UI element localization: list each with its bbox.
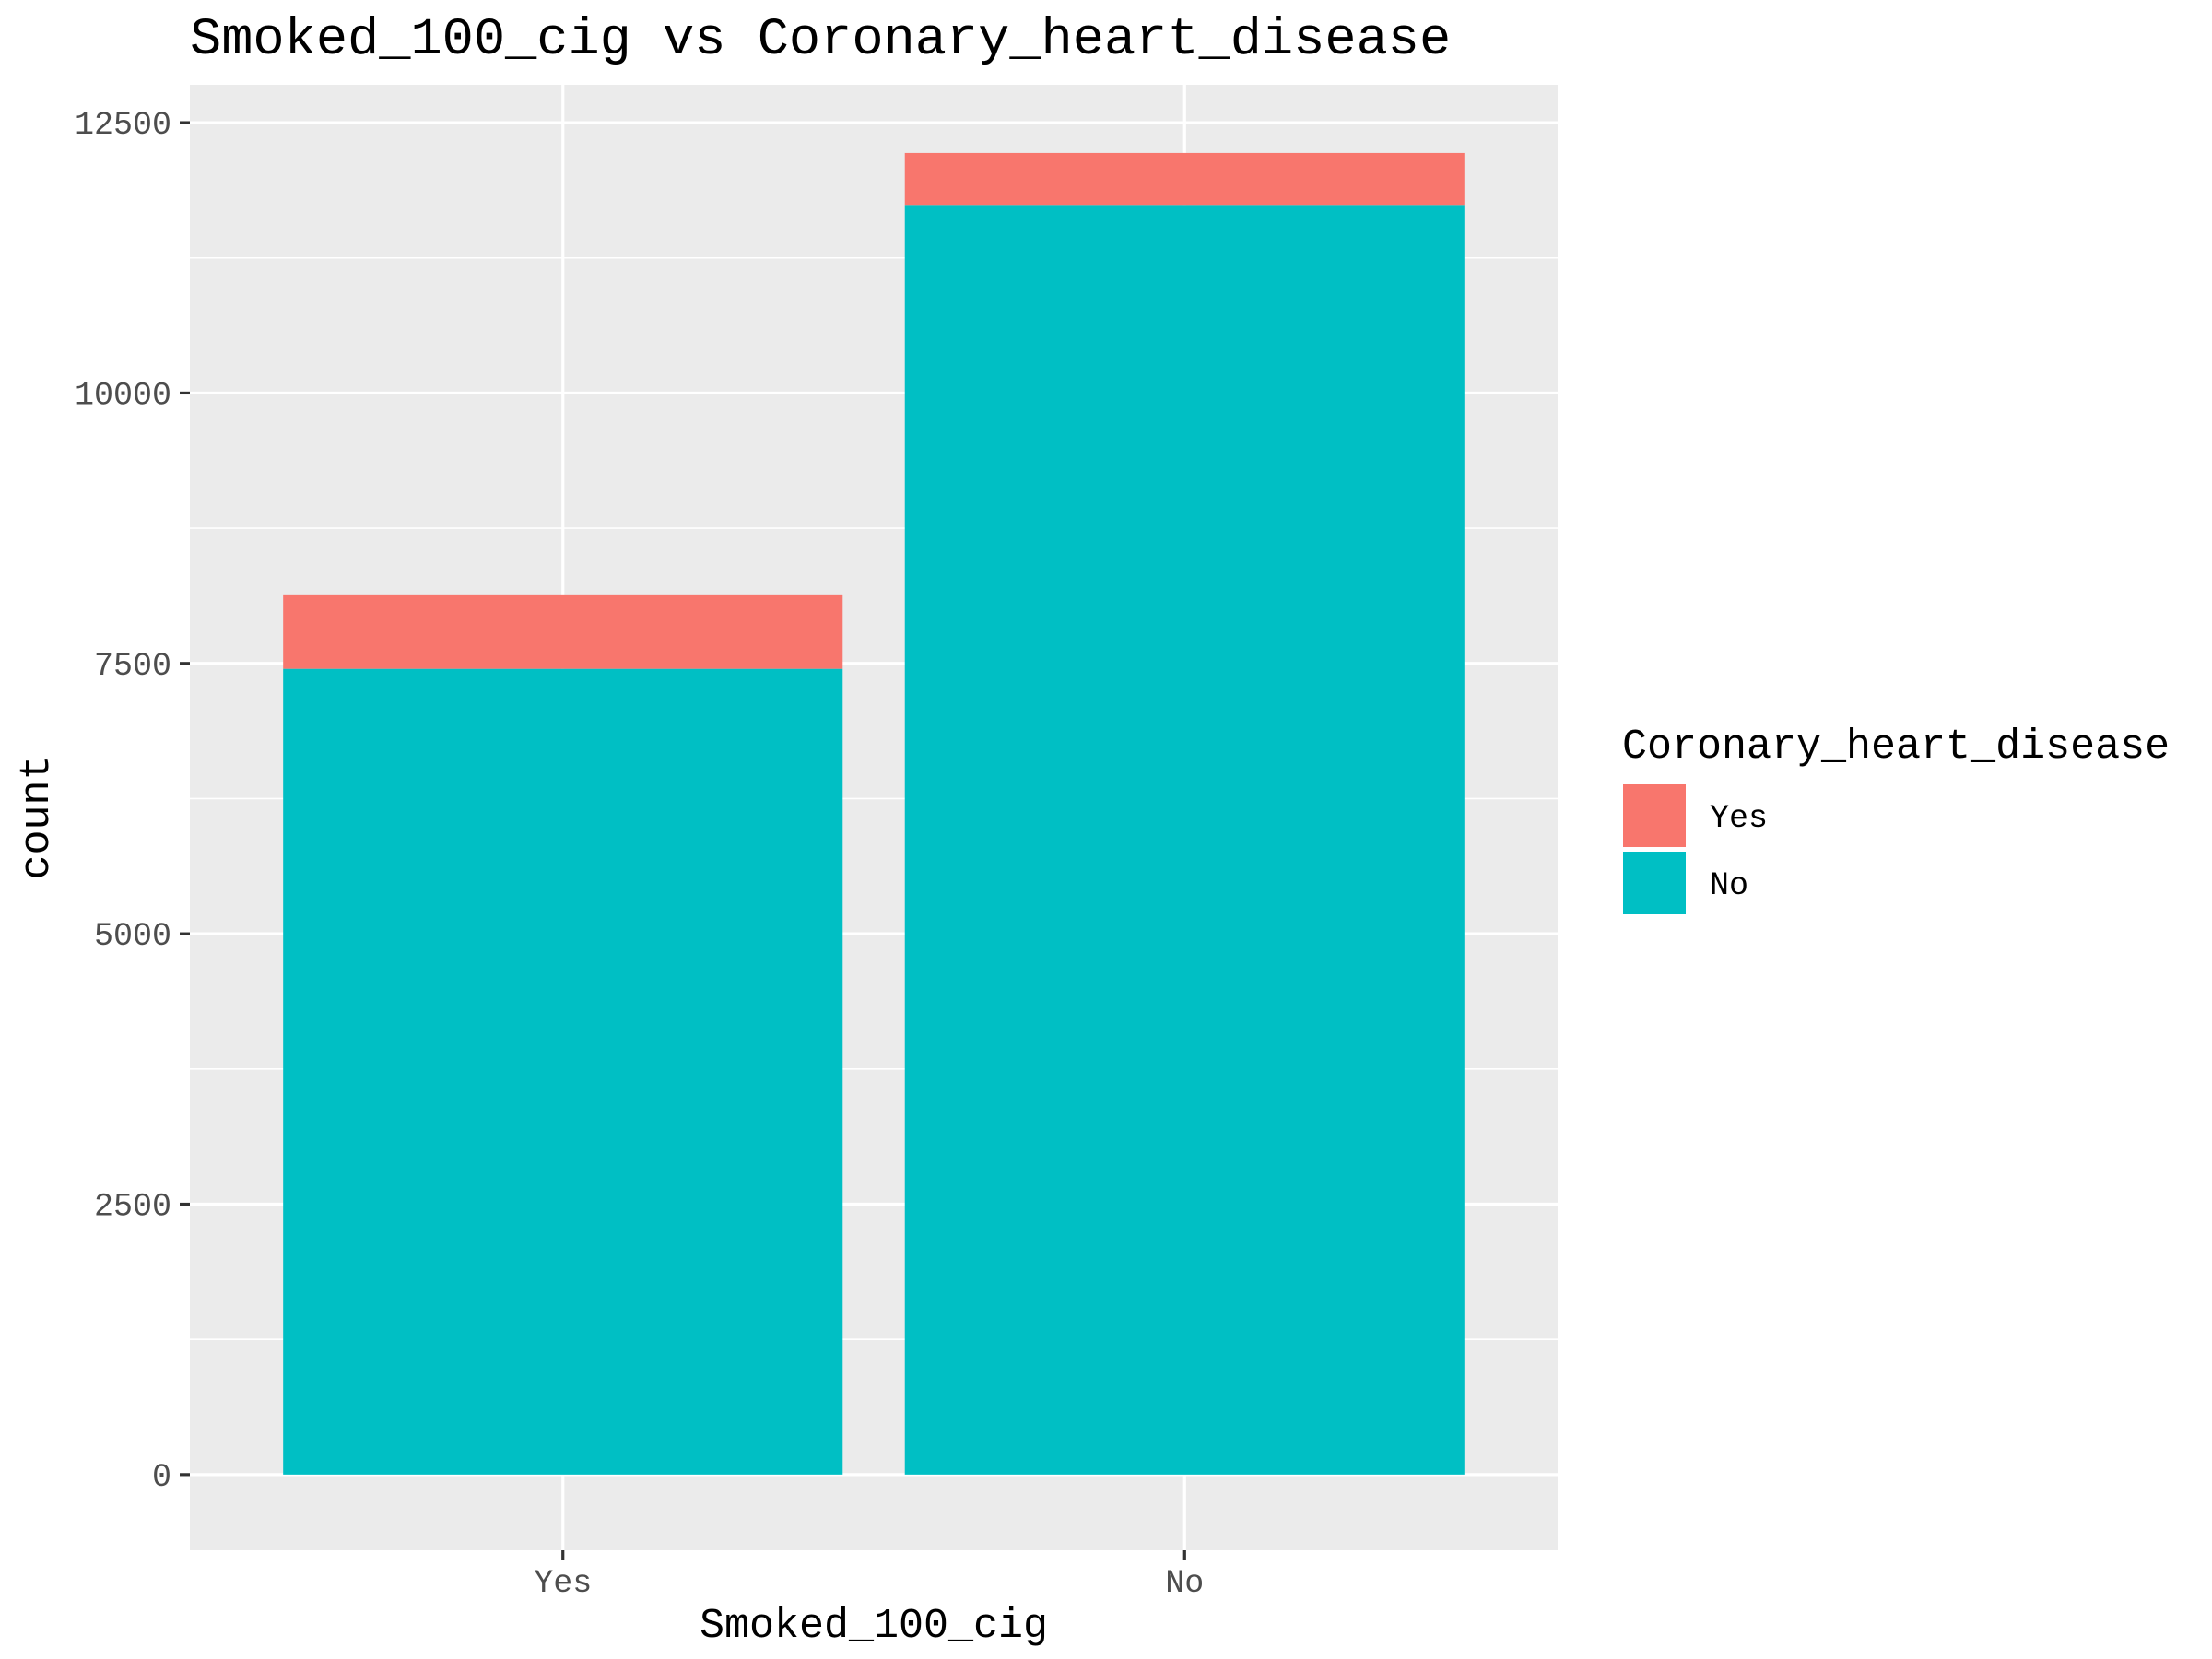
chart-title: Smoked_100_cig vs Coronary_heart_disease — [190, 11, 1451, 70]
y-tick-label: 10000 — [75, 377, 171, 414]
x-tick-label: No — [1165, 1565, 1204, 1602]
bar-no-yes — [904, 152, 1465, 206]
bar-no-no — [904, 205, 1465, 1475]
y-tick-label: 0 — [152, 1459, 171, 1496]
legend-key-yes — [1621, 782, 1688, 849]
y-tick-label: 7500 — [94, 648, 171, 685]
bars — [283, 152, 1465, 1475]
legend-label-yes: Yes — [1710, 800, 1768, 837]
y-tick-label: 2500 — [94, 1189, 171, 1226]
legend-items: Yes No — [1621, 782, 1768, 916]
y-tick-label: 5000 — [94, 918, 171, 955]
legend-title: Coronary_heart_disease — [1622, 724, 2170, 771]
x-axis-title: Smoked_100_cig — [700, 1603, 1048, 1650]
legend-label-no: No — [1710, 867, 1748, 904]
legend-key-no — [1621, 850, 1688, 916]
x-axis: Yes No — [534, 1550, 1204, 1602]
x-tick-label: Yes — [534, 1565, 592, 1602]
y-axis: 0 2500 5000 7500 10000 12500 — [75, 107, 190, 1496]
y-tick-label: 12500 — [75, 107, 171, 144]
bar-yes-no — [283, 668, 843, 1475]
bar-yes-yes — [283, 594, 843, 669]
legend: Coronary_heart_disease Yes No — [1621, 724, 2170, 916]
y-axis-title: count — [14, 755, 61, 879]
